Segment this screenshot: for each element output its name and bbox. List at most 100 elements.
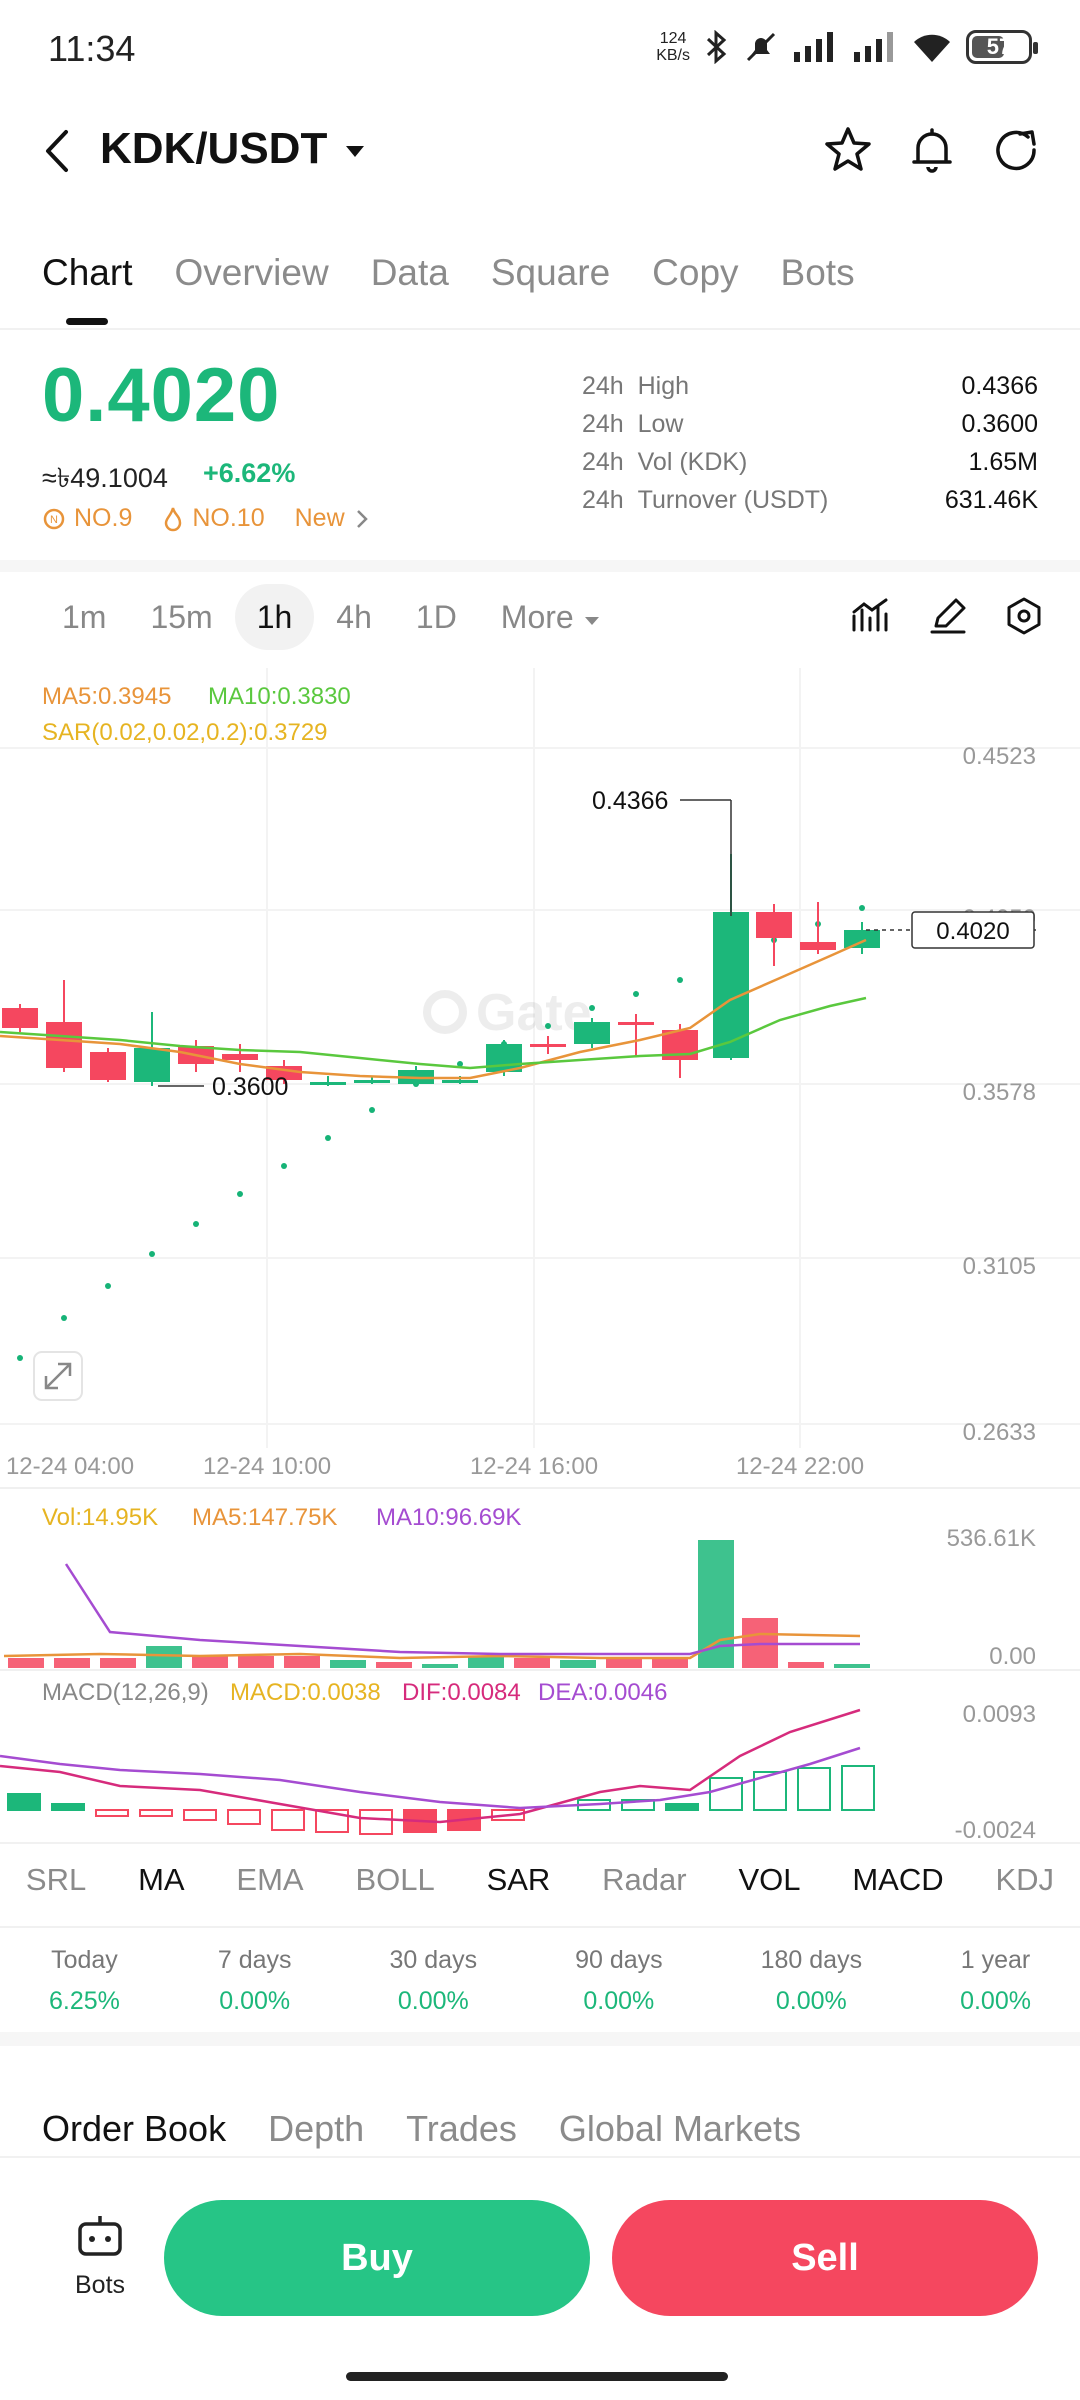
volume-bar xyxy=(238,1656,274,1668)
indicator-icon[interactable] xyxy=(850,596,890,636)
tab-overview[interactable]: Overview xyxy=(174,252,329,293)
ind-srl[interactable]: SRL xyxy=(25,1862,87,1897)
rank-tag[interactable]: N NO.9 xyxy=(42,504,132,533)
legend-ma5: MA5:0.3945 xyxy=(42,683,171,710)
back-icon[interactable] xyxy=(40,128,74,174)
caret-down-icon[interactable] xyxy=(344,140,366,162)
buy-button[interactable]: Buy xyxy=(164,2200,590,2316)
tab-depth[interactable]: Depth xyxy=(268,2108,365,2149)
volume-bars xyxy=(8,1540,870,1668)
x-tick-1: 12-24 04:00 xyxy=(6,1453,134,1480)
vol-legend-vol: Vol:14.95K xyxy=(42,1504,158,1531)
kline-chart[interactable]: Gate MA5:0.3945 MA10:0.3830 SAR(0.02,0.0… xyxy=(0,668,1080,1848)
star-icon[interactable] xyxy=(822,124,874,176)
ind-kdj[interactable]: KDJ xyxy=(995,1862,1055,1897)
volume-bar xyxy=(560,1660,596,1668)
macd-bar xyxy=(271,1809,305,1831)
sar-dot xyxy=(677,977,683,983)
tab-bots[interactable]: Bots xyxy=(780,252,855,293)
volume-bar xyxy=(100,1658,136,1668)
tab-underline xyxy=(66,318,108,325)
macd-legend-name: MACD(12,26,9) xyxy=(42,1679,209,1706)
interval-4h[interactable]: 4h xyxy=(336,599,372,635)
ind-vol[interactable]: VOL xyxy=(738,1862,801,1897)
new-tag[interactable]: New xyxy=(295,504,371,533)
tab-order-book[interactable]: Order Book xyxy=(42,2108,227,2149)
tab-global-markets[interactable]: Global Markets xyxy=(558,2108,801,2149)
dea-line xyxy=(0,1746,861,1810)
sell-button[interactable]: Sell xyxy=(612,2200,1038,2316)
ind-ma[interactable]: MA xyxy=(138,1862,185,1897)
pair-title[interactable]: KDK/USDT xyxy=(100,124,366,174)
tab-copy[interactable]: Copy xyxy=(652,252,739,293)
candle-body xyxy=(442,1080,478,1083)
tab-trades[interactable]: Trades xyxy=(406,2108,517,2149)
rank-tags: N NO.9 NO.10 New xyxy=(42,504,371,533)
macd-bar xyxy=(359,1809,393,1835)
chart-grid xyxy=(0,668,1080,1448)
tab-chart[interactable]: Chart xyxy=(42,252,133,293)
ind-boll[interactable]: BOLL xyxy=(355,1862,435,1897)
sar-dot xyxy=(149,1251,155,1257)
tab-square[interactable]: Square xyxy=(490,252,611,293)
sar-dot xyxy=(61,1315,67,1321)
y-tick-1: 0.4523 xyxy=(963,743,1036,770)
interval-1h[interactable]: 1h xyxy=(234,584,315,650)
macd-bar xyxy=(491,1809,525,1821)
bell-icon[interactable] xyxy=(906,124,958,176)
expand-icon[interactable] xyxy=(33,1351,83,1401)
candles xyxy=(2,854,880,1086)
section-divider xyxy=(0,2032,1080,2046)
macd-legend-macd: MACD:0.0038 xyxy=(230,1679,381,1706)
volume-bar xyxy=(376,1662,412,1668)
perf-7d: 7 days 0.00% xyxy=(217,1946,292,2015)
ind-macd[interactable]: MACD xyxy=(852,1862,944,1897)
volume-bar xyxy=(54,1658,90,1668)
interval-1d[interactable]: 1D xyxy=(415,599,457,635)
draw-icon[interactable] xyxy=(928,596,968,636)
x-tick-4: 12-24 22:00 xyxy=(736,1453,864,1480)
sar-dot xyxy=(633,991,639,997)
bots-button[interactable]: Bots xyxy=(60,2212,140,2300)
sar-dot xyxy=(457,1061,463,1067)
settings-icon[interactable] xyxy=(1004,596,1044,636)
chevron-right-icon xyxy=(356,509,368,528)
volume-bar xyxy=(192,1656,228,1668)
ind-ema[interactable]: EMA xyxy=(236,1862,304,1897)
macd-bar xyxy=(139,1809,173,1817)
vol-legend-ma10: MA10:96.69K xyxy=(376,1504,521,1531)
ind-sar[interactable]: SAR xyxy=(486,1862,551,1897)
interval-more[interactable]: More xyxy=(479,584,623,650)
perf-180d: 180 days 0.00% xyxy=(760,1946,863,2015)
volume-bar xyxy=(514,1658,550,1668)
macd-legend-dif: DIF:0.0084 xyxy=(402,1679,521,1706)
x-tick-2: 12-24 10:00 xyxy=(203,1453,331,1480)
section-divider xyxy=(0,560,1080,572)
svg-text:N: N xyxy=(50,514,58,526)
candle-body xyxy=(844,930,880,948)
interval-1m[interactable]: 1m xyxy=(62,599,107,635)
ind-radar[interactable]: Radar xyxy=(602,1862,687,1897)
volume-bar xyxy=(834,1664,870,1668)
divider xyxy=(0,1842,1080,1844)
volume-bar xyxy=(606,1658,642,1668)
share-icon[interactable] xyxy=(990,124,1042,176)
macd-y-max: 0.0093 xyxy=(963,1701,1036,1728)
stat-volume: 24h Vol (KDK) 1.65M xyxy=(582,448,1038,476)
hot-tag[interactable]: NO.10 xyxy=(162,504,265,533)
stats-panel: 24h High 0.4366 24h Low 0.3600 24h Vol (KD… xyxy=(582,372,1038,524)
perf-1y: 1 year 0.00% xyxy=(960,1946,1031,2015)
divider xyxy=(0,328,1080,330)
macd-bar xyxy=(709,1777,743,1811)
vol-y-max: 536.61K xyxy=(947,1525,1036,1552)
tab-data[interactable]: Data xyxy=(370,252,449,293)
volume-bar xyxy=(8,1658,44,1668)
candle-body xyxy=(222,1054,258,1060)
sar-dot xyxy=(17,1355,23,1361)
ma10-line xyxy=(0,996,867,1070)
home-indicator[interactable] xyxy=(346,2372,728,2381)
interval-selector: 1m 15m 1h 4h 1D More xyxy=(40,584,623,650)
battery-icon: 57 xyxy=(966,30,1038,64)
interval-15m[interactable]: 15m xyxy=(150,599,213,635)
divider xyxy=(0,1926,1080,1928)
